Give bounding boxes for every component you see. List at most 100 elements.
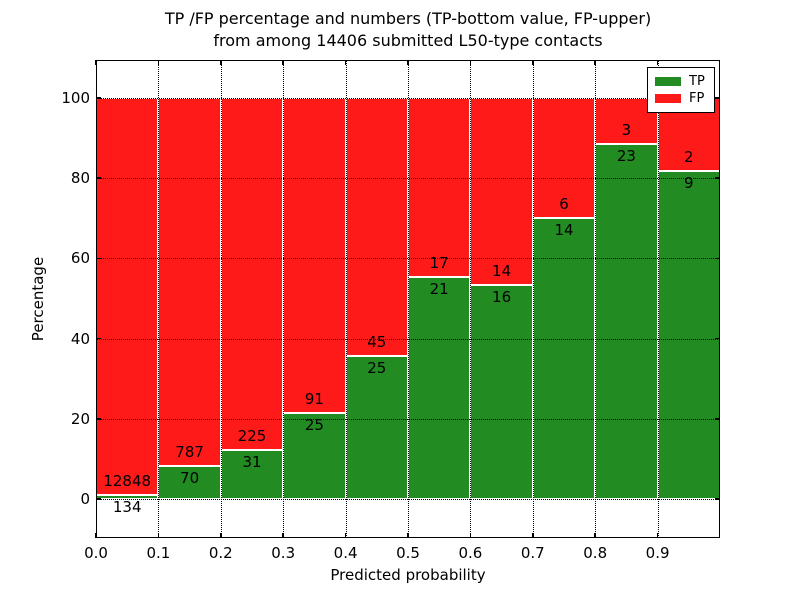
x-tick-mark [532,533,534,538]
legend-label-fp: FP [689,91,705,106]
x-tick-mark [656,60,659,65]
x-tick-label: 0.5 [396,544,420,562]
fp-count-label: 2 [684,147,694,166]
x-tick-mark [532,60,534,65]
x-tick-label: 0.0 [84,544,108,562]
x-tick-mark [407,533,409,538]
tp-count-label: 31 [242,453,262,472]
x-tick-label: 0.1 [146,544,171,562]
tp-count-label: 25 [367,358,387,377]
tp-bar-segment [532,218,596,499]
v-gridline [595,60,597,538]
y-axis-label: Percentage [29,256,47,342]
tp-swatch-icon [655,77,681,86]
x-tick-label: 0.7 [520,544,545,562]
tp-bar-segment [595,144,658,499]
y-tick-mark [96,337,101,340]
y-tick-mark [96,177,101,179]
plot-area: TP FP 0 20 40 60 80 100 0.0 0.1 0.2 0.3 0.4 0.5 0.6 0… [61,60,720,562]
x-tick-mark [594,533,596,538]
y-tick-label: 40 [70,329,90,348]
legend-item-tp: TP [655,73,707,90]
y-tick-mark [715,418,720,420]
tp-count-label: 21 [429,280,449,299]
y-tick-mark [715,97,720,99]
tp-bar-segment [283,412,346,499]
x-tick-label: 0.4 [333,544,358,562]
y-tick-label: 100 [61,89,90,107]
fp-bar-segment [345,98,408,356]
x-tick-mark [220,533,222,538]
tp-count-label: 14 [554,221,574,240]
x-tick-mark [594,60,596,65]
fp-count-label: 14 [492,262,512,281]
fp-bar-segment [220,98,284,451]
fp-count-label: 17 [429,254,449,273]
x-tick-label: 0.8 [583,544,608,562]
x-tick-mark [469,60,472,65]
fp-count-label: 6 [559,195,569,214]
v-gridline [345,60,347,538]
x-tick-mark [95,60,97,65]
fp-bar-segment [532,98,596,219]
tp-count-label: 25 [304,415,324,434]
tp-count-label: 70 [180,469,200,488]
y-tick-label: 80 [70,169,90,188]
x-tick-mark [656,533,659,538]
y-tick-mark [96,257,101,260]
y-tick-mark [715,498,720,500]
y-tick-mark [96,97,101,99]
x-tick-mark [344,533,347,538]
x-axis-label: Predicted probability [330,566,486,584]
chart-title: TP /FP percentage and numbers (TP-bottom… [96,8,720,52]
fp-swatch-icon [655,94,681,103]
x-tick-label: 0.9 [645,544,670,562]
x-tick-mark [282,60,284,65]
x-tick-mark [282,533,284,538]
x-tick-mark [157,60,160,65]
y-tick-label: 20 [70,409,90,428]
tp-bar-segment [470,285,533,499]
chart-title-line1: TP /FP percentage and numbers (TP-bottom… [164,9,652,28]
v-gridline [158,60,160,538]
y-tick-mark [96,418,101,420]
x-tick-mark [157,533,160,538]
x-tick-mark [344,60,347,65]
y-tick-mark [96,498,101,500]
v-gridline [657,60,659,538]
legend-item-fp: FP [655,90,707,107]
fp-bar-segment [470,98,533,286]
tp-count-label: 16 [492,288,512,307]
fp-count-label: 91 [304,389,324,408]
v-gridline [408,60,409,538]
tp-count-label: 9 [684,173,694,192]
y-tick-mark [715,337,720,340]
tp-bar-segment [657,170,720,499]
x-tick-label: 0.6 [458,544,483,562]
v-gridline [532,60,534,538]
v-gridline [283,60,285,538]
y-tick-label: 60 [70,249,90,268]
v-gridline [220,60,222,538]
tp-count-label: 23 [616,147,636,166]
v-gridline [470,60,472,538]
x-tick-mark [220,60,222,65]
fp-bar-segment [408,98,471,278]
tp-bar-segment [408,277,471,499]
fp-bar-segment [283,98,346,413]
fp-count-label: 787 [175,443,204,462]
x-tick-mark [95,533,97,538]
fp-count-label: 45 [367,332,387,351]
tp-bar-segment [158,466,221,499]
x-tick-mark [407,60,409,65]
tp-bar-segment [345,355,408,499]
x-tick-mark [469,533,472,538]
y-tick-mark [715,257,720,260]
legend: TP FP [647,67,715,113]
tp-count-label: 134 [112,497,142,516]
fp-bar-segment [158,98,221,467]
chart-title-line2: from among 14406 submitted L50-type cont… [213,31,603,50]
x-tick-label: 0.3 [271,544,296,562]
x-tick-label: 0.2 [208,544,233,562]
